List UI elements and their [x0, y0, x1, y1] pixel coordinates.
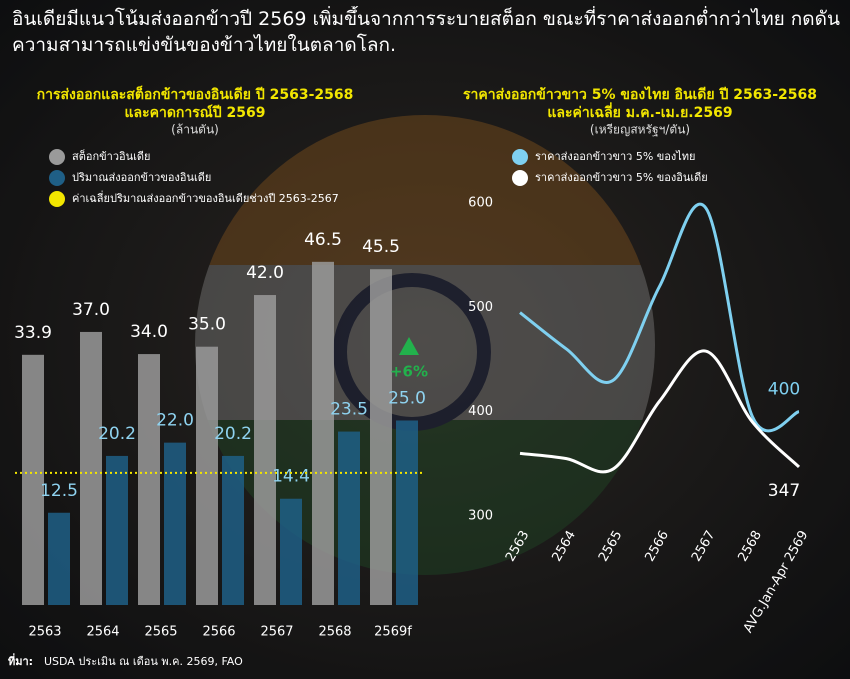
annotation: +6% [390, 363, 428, 381]
y-tick-label: 400 [468, 404, 493, 419]
chart-unit: (ล้านตัน) [171, 123, 219, 137]
bar [164, 442, 186, 605]
x-tick-label: 2569f [374, 625, 412, 640]
x-tick-label: 2563 [28, 625, 61, 640]
y-tick-label: 600 [468, 196, 493, 211]
y-tick-label: 300 [468, 509, 493, 524]
legend-label: สต็อกข้าวอินเดีย [72, 149, 150, 163]
bar [396, 420, 418, 605]
bar [80, 331, 102, 605]
line [519, 349, 801, 474]
value-label: 46.5 [304, 230, 342, 250]
legend-marker [49, 170, 65, 186]
chart-unit: (เหรียญสหรัฐฯ/ตัน) [590, 123, 690, 137]
source: USDA ประเมิน ณ เดือน พ.ค. 2569, FAO [44, 655, 243, 668]
x-tick-label: 2564 [86, 625, 119, 640]
bar-chart: การส่งออกและสต็อกข้าวของอินเดีย ปี 2563-… [14, 85, 428, 640]
x-tick-label: 2568 [318, 625, 351, 640]
source-label: ที่มา: [8, 653, 33, 668]
x-tick-label: 2566 [202, 625, 235, 640]
legend-label: ราคาส่งออกข้าวขาว 5% ของอินเดีย [535, 171, 708, 184]
y-tick-label: 500 [468, 300, 493, 315]
bar [22, 354, 44, 605]
bar [312, 261, 334, 605]
value-label: 23.5 [330, 400, 368, 420]
legend-label: ราคาส่งออกข้าวขาว 5% ของไทย [535, 150, 696, 163]
bar [280, 498, 302, 605]
value-label: 33.9 [14, 323, 52, 343]
bar [254, 295, 276, 605]
legend-marker [49, 149, 65, 165]
legend-label: ปริมาณส่งออกข้าวของอินเดีย [72, 171, 211, 184]
legend-marker [49, 191, 65, 207]
bar [196, 346, 218, 605]
bar [222, 455, 244, 605]
bar [48, 512, 70, 605]
value-label: 25.0 [388, 389, 426, 409]
value-label: 35.0 [188, 315, 226, 335]
x-tick-label: 2567 [260, 625, 293, 640]
value-label: 20.2 [98, 424, 136, 444]
annotation-arrow [399, 337, 419, 355]
value-label: 20.2 [214, 424, 252, 444]
chart-title: ราคาส่งออกข้าวขาว 5% ของไทย อินเดีย ปี 2… [463, 85, 817, 103]
value-label: 12.5 [40, 481, 78, 501]
chart-subtitle: และค่าเฉลี่ย ม.ค.-เม.ย.2569 [547, 102, 732, 121]
value-label: 400 [768, 380, 800, 400]
legend-label: ค่าเฉลี่ยปริมาณส่งออกข้าวของอินเดียช่วงป… [72, 190, 339, 205]
value-label: 37.0 [72, 300, 110, 320]
value-label: 34.0 [130, 322, 168, 342]
value-label: 347 [768, 481, 800, 501]
line [519, 202, 800, 433]
value-label: 45.5 [362, 237, 400, 257]
value-label: 22.0 [156, 411, 194, 431]
value-label: 14.4 [272, 467, 310, 487]
bar [106, 455, 128, 605]
bar [370, 269, 392, 605]
legend-marker [512, 149, 528, 165]
legend-marker [512, 170, 528, 186]
bar [138, 354, 160, 605]
chart-title: การส่งออกและสต็อกข้าวของอินเดีย ปี 2563-… [37, 85, 354, 103]
page-title: อินเดียมีแนวโน้มส่งออกข้าวปี 2569 เพิ่มข… [12, 8, 840, 56]
value-label: 42.0 [246, 263, 284, 283]
title-box: อินเดียมีแนวโน้มส่งออกข้าวปี 2569 เพิ่มข… [12, 8, 840, 56]
bar [338, 431, 360, 605]
chart-subtitle: และคาดการณ์ปี 2569 [124, 104, 265, 121]
x-tick-label: 2565 [144, 625, 177, 640]
